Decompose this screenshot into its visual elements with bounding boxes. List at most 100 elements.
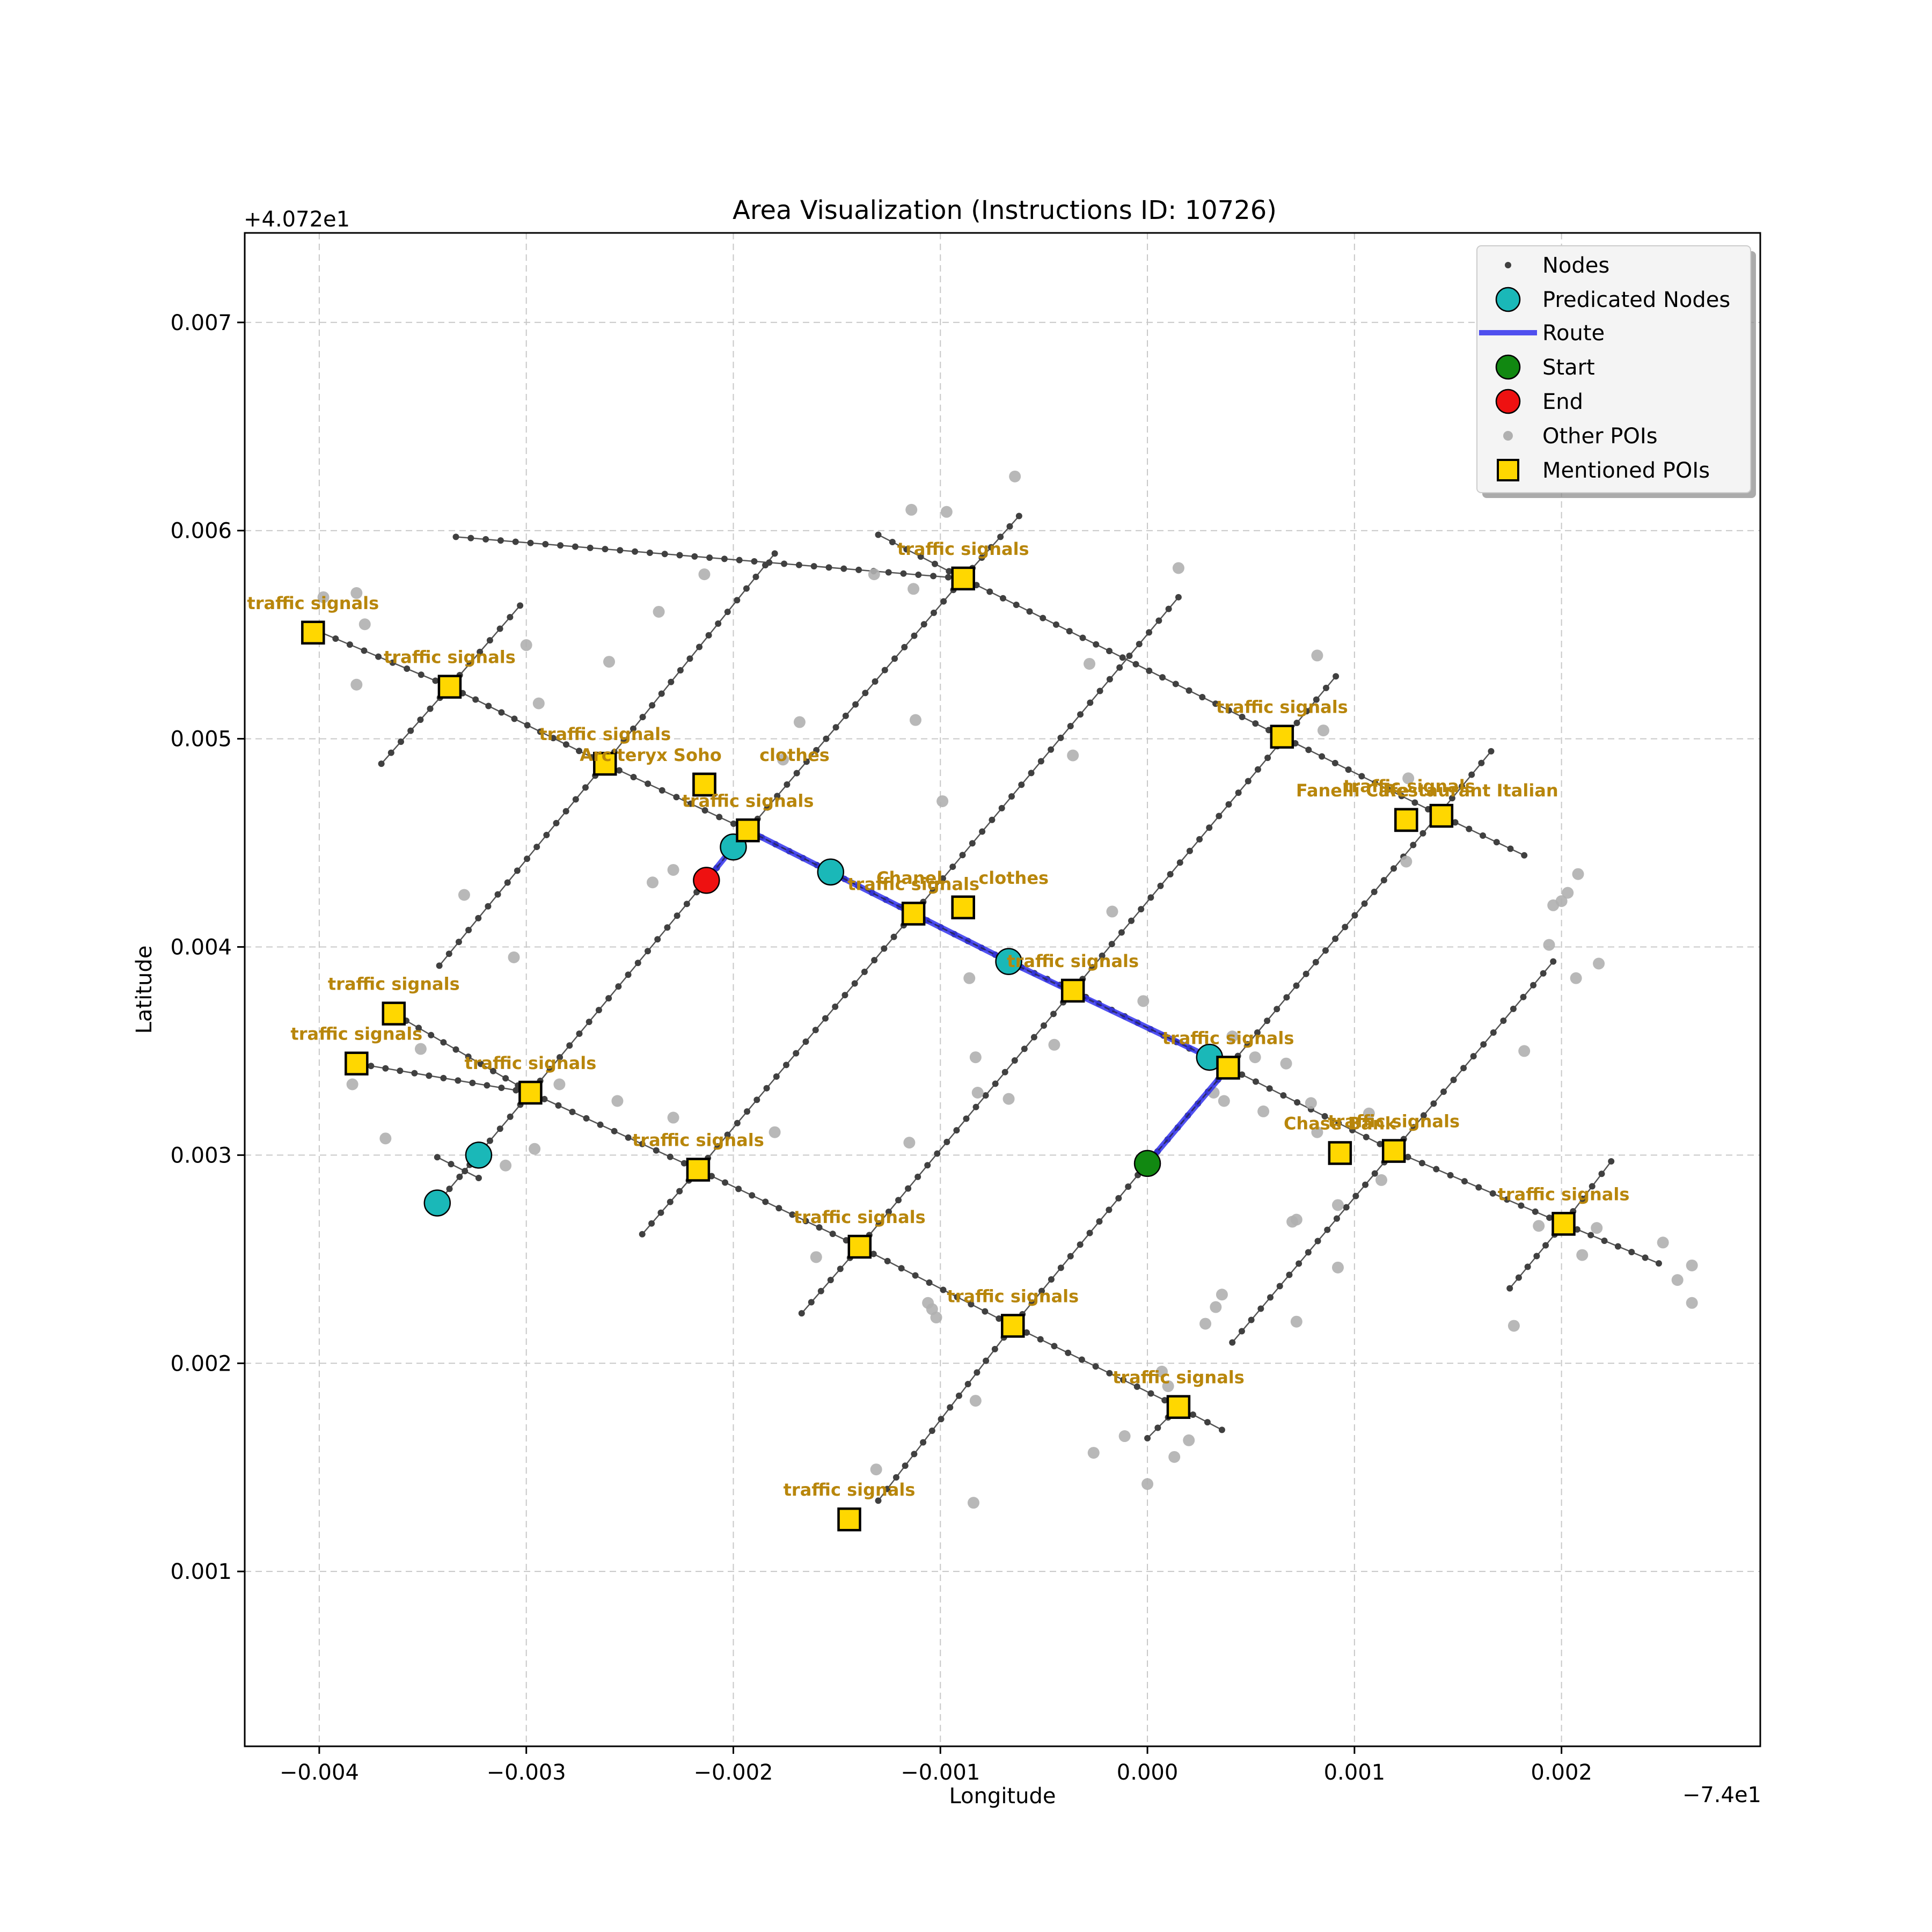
street-node [683, 901, 690, 908]
other-poi [971, 1087, 984, 1099]
street-node [1518, 1202, 1525, 1209]
street-node [676, 552, 683, 559]
street-node [1540, 970, 1547, 977]
street-node [617, 547, 624, 554]
street-node [1093, 641, 1100, 648]
street-node [1283, 994, 1290, 1001]
mentioned-poi-label: traffic signals [1113, 1367, 1245, 1388]
y-tick-label: 0.006 [170, 519, 232, 544]
street-node [1155, 617, 1162, 624]
street-node [892, 1474, 899, 1481]
street-node [1172, 680, 1179, 687]
street-node [1048, 746, 1055, 753]
street-node [1343, 1204, 1350, 1211]
street-node [763, 1085, 770, 1092]
street-node [1533, 1253, 1540, 1260]
other-poi [1249, 1051, 1261, 1064]
mentioned-poi-label: Chanel [876, 868, 942, 888]
street-node [875, 531, 882, 538]
street-node [466, 660, 473, 667]
legend-route-label: Route [1542, 321, 1605, 346]
street-node [475, 1175, 482, 1182]
street-node [1362, 1181, 1369, 1188]
street-node [576, 1030, 583, 1037]
street-node [987, 544, 994, 551]
other-poi [508, 951, 520, 963]
street-node [885, 1208, 892, 1215]
street-node [1371, 1170, 1378, 1177]
street-node [1335, 1119, 1342, 1126]
street-node [586, 1019, 592, 1026]
street-node [649, 702, 656, 709]
street-node [1052, 621, 1059, 628]
street-node [382, 1065, 389, 1072]
street-node [432, 677, 439, 684]
street-node [455, 939, 462, 946]
legend-predicated-marker [1495, 287, 1521, 312]
street-node [901, 643, 908, 650]
street-node [1371, 888, 1378, 895]
street-node [673, 794, 680, 801]
street-node [1120, 1377, 1127, 1384]
street-node [494, 891, 501, 898]
street-node [974, 1369, 980, 1376]
street-node [1314, 1238, 1321, 1245]
street-node [793, 1050, 800, 1057]
street-node [1461, 1178, 1468, 1185]
other-poi [1048, 1038, 1060, 1051]
street-node [1096, 687, 1103, 694]
street-node [784, 781, 791, 788]
other-poi [1106, 905, 1118, 918]
street-node [625, 1134, 632, 1141]
street-node [808, 1299, 815, 1306]
street-node [881, 667, 888, 674]
street-node [722, 1179, 729, 1186]
street-node [1161, 1397, 1168, 1404]
street-node [1312, 958, 1319, 965]
other-poi [1067, 749, 1079, 762]
street-node [1530, 982, 1537, 989]
mentioned-poi-label: Restaurant Italian [1383, 780, 1558, 801]
other-poi [1591, 1222, 1603, 1234]
street-node [486, 637, 493, 644]
street-node [639, 1140, 646, 1147]
street-node [1011, 1057, 1018, 1064]
street-node [436, 962, 443, 969]
street-node [898, 1265, 905, 1272]
street-node [1333, 673, 1340, 680]
mentioned-poi-label: traffic signals [539, 724, 671, 744]
street-node [658, 690, 665, 697]
street-node [1404, 1153, 1411, 1160]
street-node [1133, 1383, 1140, 1390]
other-poi [1331, 1199, 1344, 1211]
street-node [691, 553, 698, 560]
street-node [1030, 1034, 1037, 1041]
street-node [576, 748, 583, 755]
street-node [524, 722, 531, 729]
mentioned-poi-marker [1270, 724, 1294, 749]
street-node [734, 597, 741, 604]
street-node [1106, 648, 1113, 655]
street-node [1380, 877, 1387, 884]
street-node [467, 535, 474, 541]
street-node [427, 705, 434, 712]
legend-mentioned-poi-label: Mentioned POIs [1542, 458, 1710, 483]
x-tick-label: −0.004 [280, 1760, 359, 1785]
street-node [557, 542, 564, 549]
street-node [1490, 1029, 1497, 1036]
street-node [1239, 1071, 1246, 1078]
street-node [895, 1197, 902, 1204]
street-node [489, 1067, 496, 1074]
street-node [533, 844, 540, 851]
mentioned-poi-marker [837, 1507, 861, 1532]
other-poi [940, 506, 953, 518]
street-node [998, 804, 1005, 811]
street-node [997, 533, 1004, 540]
street-node [446, 1185, 453, 1192]
street-node [1342, 924, 1349, 931]
street-node [1302, 970, 1309, 977]
street-node [870, 1250, 877, 1257]
street-node [1038, 1287, 1045, 1294]
other-poi [698, 568, 711, 581]
